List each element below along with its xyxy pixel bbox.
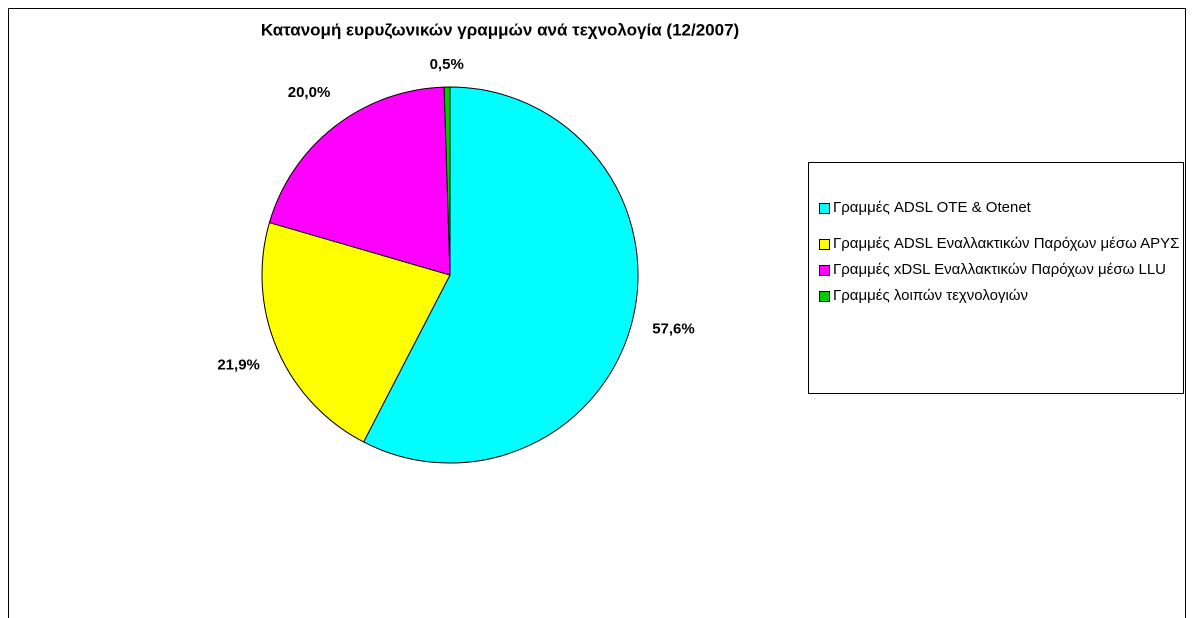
legend-label: Γραμμές ADSL Εναλλακτικών Παρόχων μέσω Α… <box>833 235 1180 252</box>
pie-slice <box>443 86 451 276</box>
legend-swatch <box>819 291 830 302</box>
data-label: 57,6% <box>652 320 695 337</box>
pie-slice <box>362 86 639 464</box>
legend-label: Γραμμές ADSL OTE & Otenet <box>833 199 1031 216</box>
legend-item: Γραμμές ADSL OTE & Otenet <box>819 197 1183 219</box>
legend-swatch <box>819 203 830 214</box>
legend: Γραμμές ADSL OTE & Otenet Γραμμές ADSL Εν… <box>808 162 1184 394</box>
legend-swatch <box>819 265 830 276</box>
chart-title: Κατανομή ευρυζωνικών γραμμών ανά τεχνολο… <box>261 20 739 39</box>
pie-slice <box>268 86 451 276</box>
pie-slice <box>261 221 451 443</box>
data-label: 20,0% <box>288 84 331 101</box>
legend-label: Γραμμές λοιπών τεχνολογιών <box>833 287 1028 304</box>
legend-swatch <box>819 239 830 250</box>
legend-item: Γραμμές xDSL Εναλλακτικών Παρόχων μέσω L… <box>819 259 1183 281</box>
legend-item: Γραμμές λοιπών τεχνολογιών <box>819 285 1183 307</box>
data-label: 21,9% <box>217 357 260 374</box>
legend-item: Γραμμές ADSL Εναλλακτικών Παρόχων μέσω Α… <box>819 233 1183 255</box>
data-label: 0,5% <box>430 56 464 73</box>
legend-label: Γραμμές xDSL Εναλλακτικών Παρόχων μέσω L… <box>833 261 1167 278</box>
